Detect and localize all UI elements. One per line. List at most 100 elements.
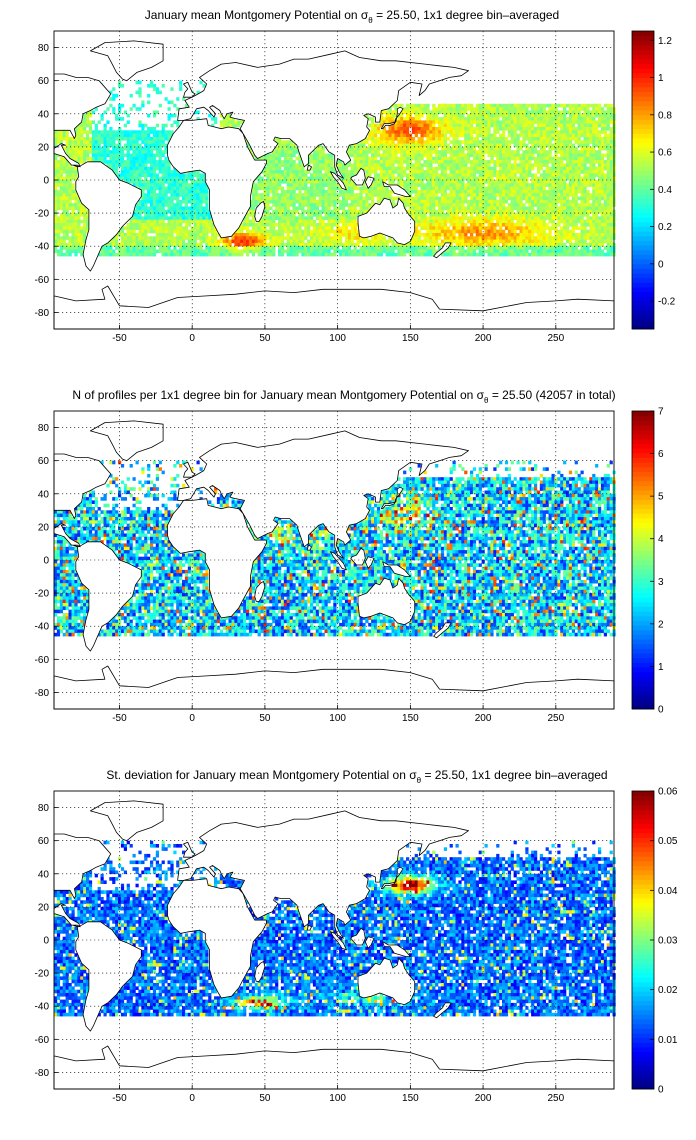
data-cell: [461, 189, 465, 194]
data-cell: [513, 117, 517, 121]
data-cell: [161, 123, 165, 128]
data-cell: [62, 133, 66, 138]
data-cell: [158, 213, 162, 217]
data-cell: [88, 130, 93, 134]
data-cell: [280, 146, 285, 151]
data-cell: [577, 117, 581, 121]
data-cell: [109, 150, 113, 154]
data-cell: [519, 193, 523, 197]
data-cell: [184, 199, 189, 204]
data-cell: [158, 206, 162, 211]
data-cell: [470, 216, 474, 221]
data-cell: [164, 166, 168, 171]
data-cell: [438, 130, 442, 134]
data-cell: [470, 146, 474, 151]
data-cell: [539, 127, 544, 131]
data-cell: [440, 229, 445, 234]
data-cell: [344, 223, 349, 227]
data-cell: [414, 193, 418, 197]
data-cell: [138, 216, 142, 221]
data-cell: [583, 133, 587, 138]
data-cell: [423, 163, 427, 168]
data-cell: [324, 213, 328, 217]
data-cell: [339, 219, 343, 224]
data-cell: [606, 110, 610, 115]
data-cell: [449, 123, 453, 128]
data-cell: [100, 137, 104, 141]
data-cell: [388, 166, 392, 171]
data-cell: [86, 143, 90, 148]
data-cell: [411, 213, 416, 217]
data-cell: [350, 146, 354, 151]
data-cell: [568, 146, 573, 151]
data-cell: [158, 226, 162, 231]
data-cell: [528, 219, 532, 224]
data-cell: [502, 180, 506, 184]
data-cell: [100, 153, 104, 158]
data-cell: [467, 137, 471, 141]
data-cell: [510, 150, 514, 154]
data-cell: [536, 160, 541, 164]
data-cell: [580, 113, 584, 118]
data-cell: [272, 156, 276, 161]
data-cell: [487, 209, 491, 214]
data-cell: [446, 123, 450, 128]
data-cell: [577, 203, 581, 207]
data-cell: [94, 143, 98, 148]
data-cell: [150, 226, 154, 231]
data-cell: [123, 146, 128, 151]
data-cell: [557, 213, 561, 217]
data-cell: [385, 166, 389, 171]
data-cell: [429, 156, 433, 161]
data-cell: [150, 176, 154, 181]
data-cell: [312, 206, 317, 211]
data-cell: [600, 183, 605, 187]
data-cell: [446, 150, 450, 154]
data-cell: [289, 229, 293, 234]
data-cell: [65, 173, 69, 178]
data-cell: [449, 140, 453, 144]
data-cell: [321, 203, 325, 207]
data-cell: [182, 219, 186, 224]
data-cell: [382, 110, 386, 115]
data-cell: [161, 229, 165, 234]
data-cell: [205, 206, 209, 211]
data-cell: [356, 209, 360, 214]
data-cell: [167, 130, 171, 134]
data-cell: [496, 209, 500, 214]
data-cell: [298, 180, 302, 184]
data-cell: [600, 127, 605, 131]
data-cell: [138, 163, 142, 168]
data-cell: [123, 176, 128, 181]
data-cell: [487, 223, 491, 227]
data-cell: [350, 219, 354, 224]
data-cell: [132, 226, 136, 231]
data-cell: [577, 163, 581, 168]
data-cell: [475, 140, 480, 144]
data-cell: [286, 140, 290, 144]
data-cell: [187, 216, 192, 221]
data-cell: [510, 183, 514, 187]
data-cell: [286, 143, 290, 148]
data-cell: [283, 153, 288, 158]
data-cell: [59, 133, 64, 138]
data-cell: [534, 189, 538, 194]
data-cell: [455, 196, 459, 201]
data-cell: [59, 156, 64, 161]
data-cell: [557, 166, 561, 171]
data-cell: [574, 193, 578, 197]
data-cell: [493, 160, 497, 164]
data-cell: [443, 160, 448, 164]
data-cell: [353, 229, 357, 234]
data-cell: [502, 196, 506, 201]
data-cell: [257, 226, 261, 231]
data-cell: [531, 137, 535, 141]
data-cell: [152, 189, 157, 194]
data-cell: [289, 216, 293, 221]
data-cell: [475, 213, 480, 217]
data-cell: [65, 130, 69, 134]
data-cell: [152, 140, 157, 144]
data-cell: [583, 209, 587, 214]
data-cell: [481, 156, 485, 161]
data-cell: [77, 213, 81, 217]
